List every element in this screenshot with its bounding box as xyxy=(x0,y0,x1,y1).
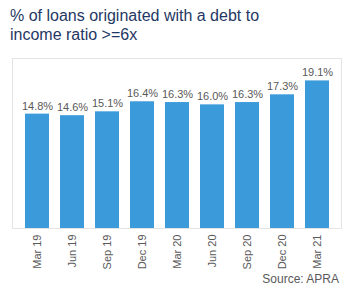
svg-text:Jun 20: Jun 20 xyxy=(206,235,218,268)
svg-text:Mar 19: Mar 19 xyxy=(31,235,43,269)
svg-text:Dec 19: Dec 19 xyxy=(136,235,148,270)
svg-text:14.6%: 14.6% xyxy=(57,101,88,113)
svg-text:16.4%: 16.4% xyxy=(127,87,158,99)
svg-text:Mar 20: Mar 20 xyxy=(171,235,183,269)
svg-text:19.1%: 19.1% xyxy=(302,66,333,78)
svg-text:Sep 19: Sep 19 xyxy=(101,235,113,270)
svg-text:14.8%: 14.8% xyxy=(22,100,53,112)
svg-text:17.3%: 17.3% xyxy=(267,80,298,92)
html-text:% of loans originated with a d: % of loans originated with a debt to inc… xyxy=(10,7,259,43)
svg-text:16.0%: 16.0% xyxy=(197,90,228,102)
svg-text:15.1%: 15.1% xyxy=(92,97,123,109)
svg-text:Dec 20: Dec 20 xyxy=(276,235,288,270)
svg-text:Jun 19: Jun 19 xyxy=(66,235,78,268)
svg-text:16.3%: 16.3% xyxy=(162,88,193,100)
svg-text:16.3%: 16.3% xyxy=(232,88,263,100)
html-text:Source: APRA: Source: APRA xyxy=(262,272,339,286)
svg-text:Sep 20: Sep 20 xyxy=(241,235,253,270)
svg-text:Mar 21: Mar 21 xyxy=(311,235,323,269)
